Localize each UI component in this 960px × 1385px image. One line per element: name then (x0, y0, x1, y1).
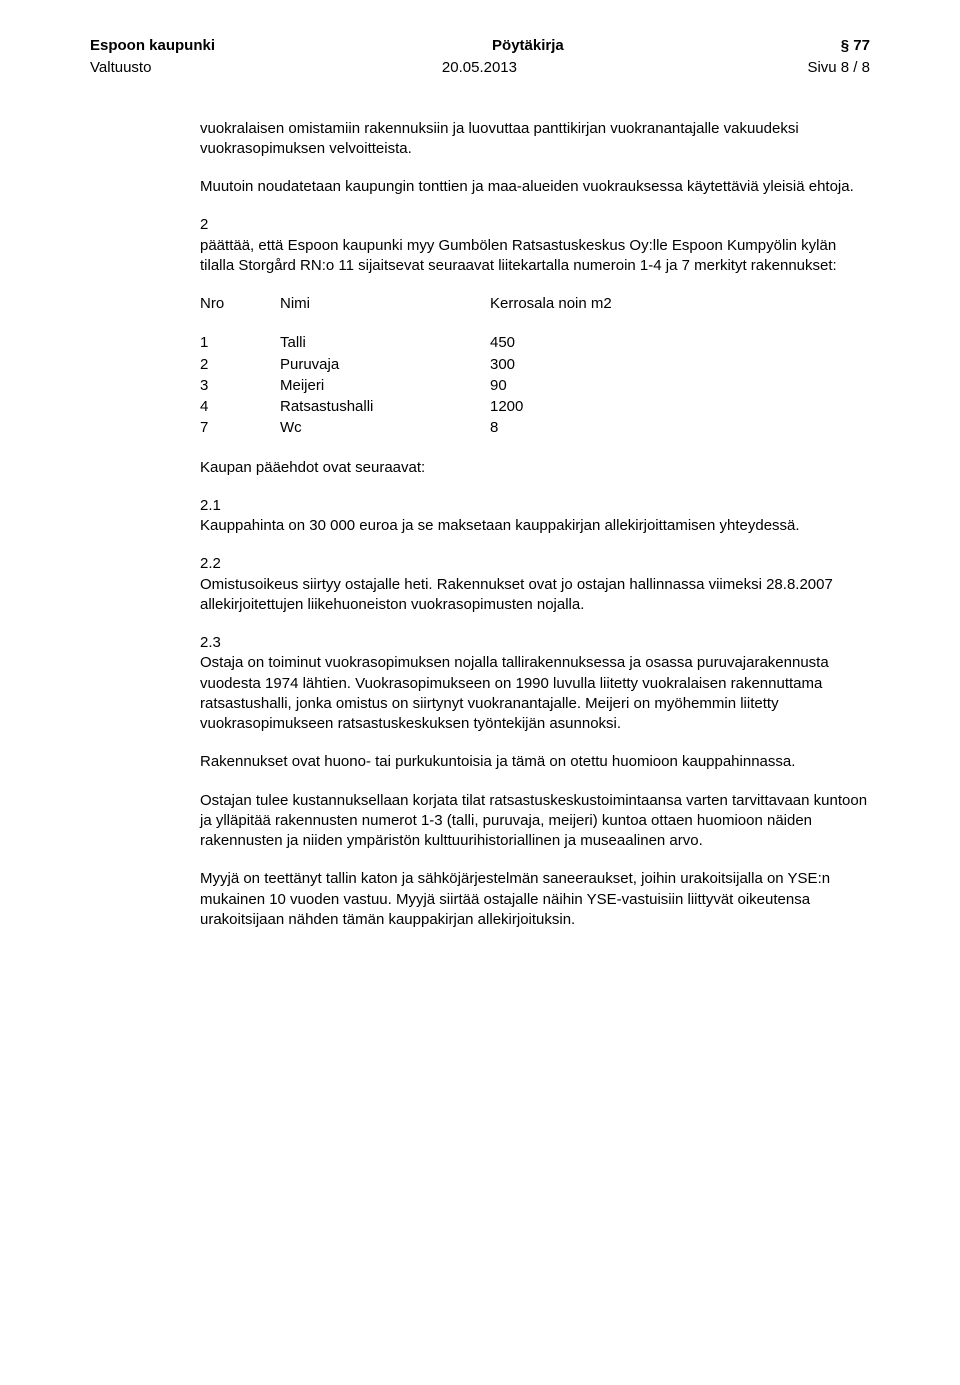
table-header-cell: Kerrosala noin m2 (490, 294, 700, 315)
table-row: 3 Meijeri 90 (200, 376, 700, 397)
section-number: 2 (200, 216, 208, 233)
section-number: 2.3 (200, 634, 221, 651)
table-cell: 1 (200, 333, 280, 354)
table-row: 4 Ratsastushalli 1200 (200, 397, 700, 418)
table-header-cell: Nimi (280, 294, 490, 315)
table-cell: Wc (280, 418, 490, 439)
table-cell: Puruvaja (280, 355, 490, 376)
header-doc-type: Pöytäkirja (492, 36, 564, 56)
paragraph: Rakennukset ovat huono- tai purkukuntois… (200, 752, 870, 772)
section-2-3: 2.3 Ostaja on toiminut vuokrasopimuksen … (200, 633, 870, 734)
section-text: Ostaja on toiminut vuokrasopimuksen noja… (200, 654, 829, 732)
section-2-2: 2.2 Omistusoikeus siirtyy ostajalle heti… (200, 554, 870, 615)
header-org: Espoon kaupunki (90, 36, 215, 56)
table-cell: Meijeri (280, 376, 490, 397)
table-cell: 300 (490, 355, 700, 376)
table-header-cell: Nro (200, 294, 280, 315)
header-row-2: Valtuusto 20.05.2013 Sivu 8 / 8 (90, 58, 870, 78)
paragraph: Kaupan pääehdot ovat seuraavat: (200, 458, 870, 478)
header-date: 20.05.2013 (442, 58, 517, 78)
table-row: 2 Puruvaja 300 (200, 355, 700, 376)
table-cell: 1200 (490, 397, 700, 418)
table-cell: 90 (490, 376, 700, 397)
paragraph: Myyjä on teettänyt tallin katon ja sähkö… (200, 869, 870, 930)
table-row: 7 Wc 8 (200, 418, 700, 439)
buildings-table-body: 1 Talli 450 2 Puruvaja 300 3 Meijeri 90 … (200, 333, 700, 439)
table-cell: Ratsastushalli (280, 397, 490, 418)
table-cell: 2 (200, 355, 280, 376)
table-cell: 7 (200, 418, 280, 439)
section-2-1: 2.1 Kauppahinta on 30 000 euroa ja se ma… (200, 496, 870, 537)
paragraph: vuokralaisen omistamiin rakennuksiin ja … (200, 119, 870, 160)
table-row: 1 Talli 450 (200, 333, 700, 354)
table-cell: 4 (200, 397, 280, 418)
header-body: Valtuusto (90, 58, 151, 78)
paragraph: Ostajan tulee kustannuksellaan korjata t… (200, 791, 870, 852)
section-number: 2.2 (200, 555, 221, 572)
section-number: 2.1 (200, 497, 221, 514)
table-header-row: Nro Nimi Kerrosala noin m2 (200, 294, 700, 315)
header-section: § 77 (841, 36, 870, 56)
section-2: 2 päättää, että Espoon kaupunki myy Gumb… (200, 215, 870, 276)
table-cell: 8 (490, 418, 700, 439)
header-row-1: Espoon kaupunki Pöytäkirja § 77 (90, 36, 870, 56)
paragraph: Muutoin noudatetaan kaupungin tonttien j… (200, 177, 870, 197)
header-page: Sivu 8 / 8 (807, 58, 870, 78)
content: vuokralaisen omistamiin rakennuksiin ja … (200, 119, 870, 931)
table-cell: 450 (490, 333, 700, 354)
table-cell: 3 (200, 376, 280, 397)
section-text: Omistusoikeus siirtyy ostajalle heti. Ra… (200, 576, 833, 613)
buildings-table: Nro Nimi Kerrosala noin m2 (200, 294, 700, 315)
section-text: Kauppahinta on 30 000 euroa ja se makset… (200, 517, 800, 534)
section-text: päättää, että Espoon kaupunki myy Gumböl… (200, 237, 837, 274)
table-cell: Talli (280, 333, 490, 354)
page: Espoon kaupunki Pöytäkirja § 77 Valtuust… (0, 0, 960, 1385)
